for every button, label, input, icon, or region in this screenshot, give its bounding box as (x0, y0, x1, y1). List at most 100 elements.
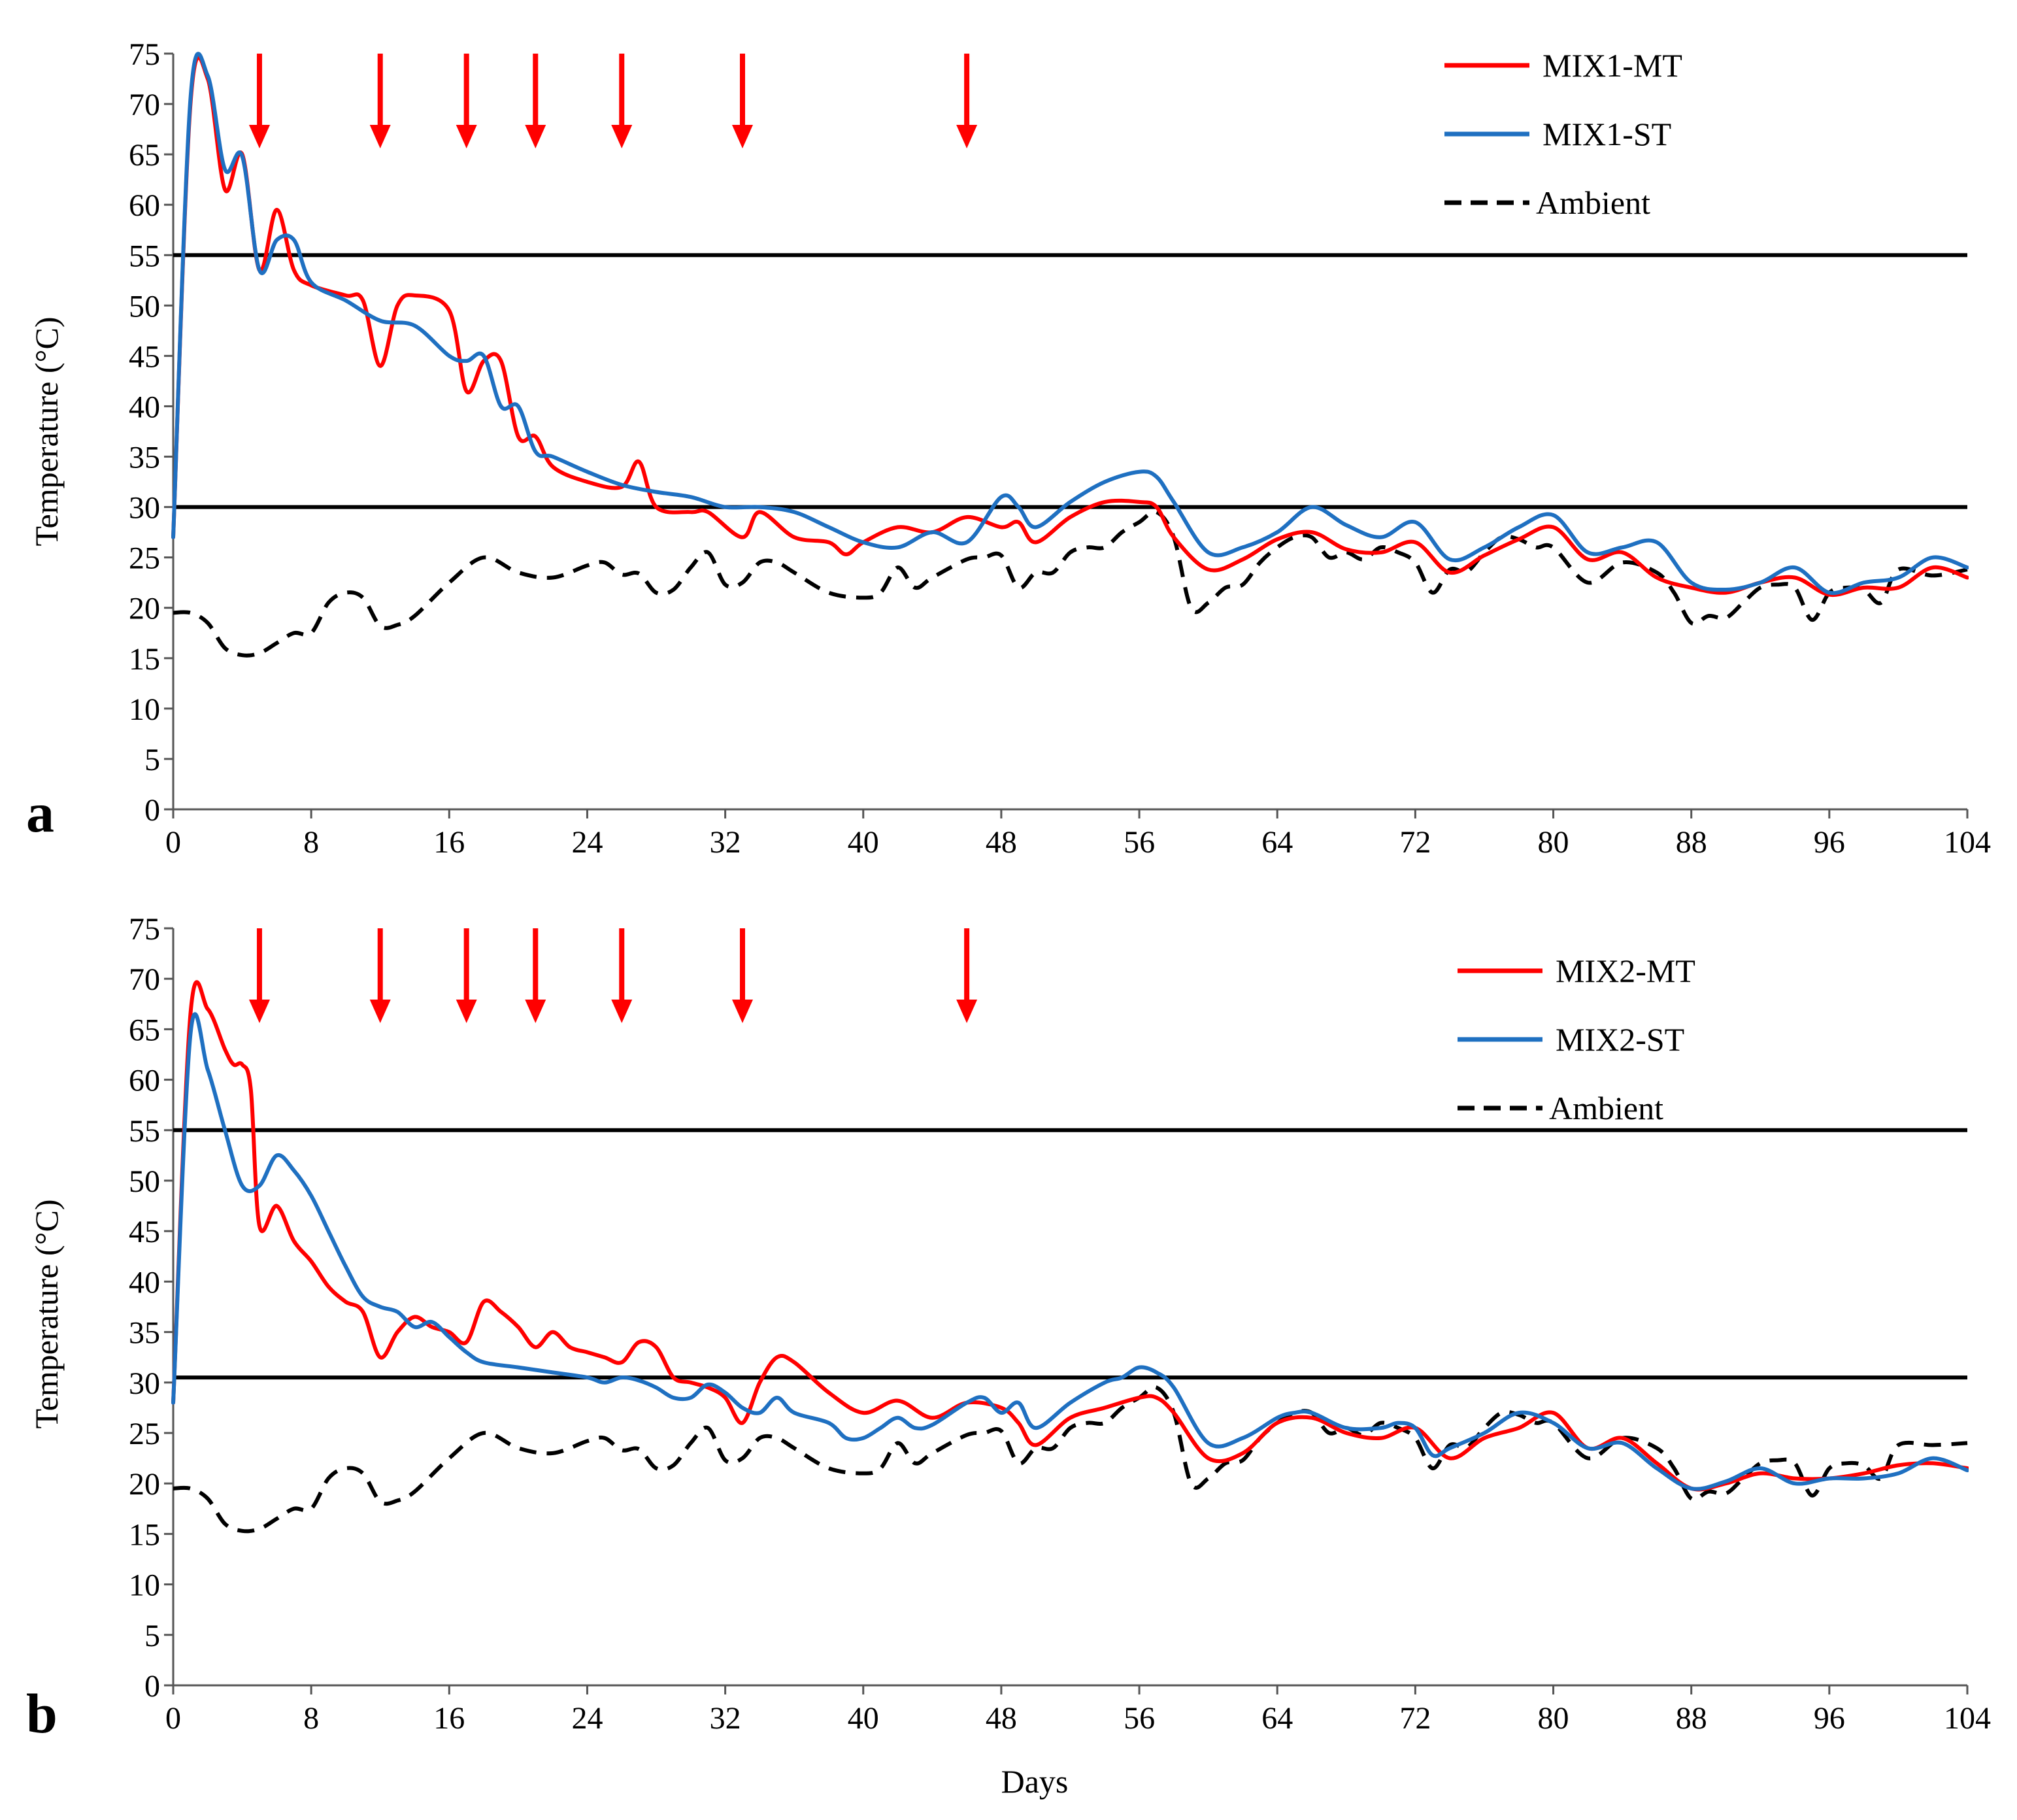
x-tick-label: 16 (433, 825, 465, 860)
y-tick-label: 75 (129, 37, 160, 72)
series-line (171, 1012, 1969, 1491)
x-tick-label: 88 (1676, 1701, 1707, 1736)
series-lines (171, 52, 1969, 658)
legend-label: MIX1-ST (1542, 116, 1671, 152)
legend-item: MIX2-MT (1458, 952, 1695, 989)
turning-arrows (248, 928, 978, 1023)
series-line (171, 52, 1969, 596)
y-tick-label: 20 (129, 1467, 160, 1502)
legend-item: MIX1-MT (1444, 47, 1682, 84)
y-tick-label: 60 (129, 188, 160, 223)
y-tick-label: 10 (129, 692, 160, 727)
axes (172, 928, 1967, 1687)
y-tick-label: 5 (144, 1619, 160, 1653)
x-tick-label: 40 (848, 1701, 879, 1736)
turning-arrow (369, 54, 391, 148)
x-tick-label: 72 (1399, 825, 1431, 860)
x-tick-label: 80 (1538, 1701, 1569, 1736)
legend: MIX1-MT MIX1-ST Ambient (1444, 47, 1682, 221)
x-tick-label: 16 (433, 1701, 465, 1736)
y-tick-label: 0 (144, 1669, 160, 1704)
turning-arrow (956, 54, 978, 148)
x-tick-label: 0 (165, 825, 181, 860)
y-tick-label: 45 (129, 1215, 160, 1249)
x-tick-label: 48 (986, 825, 1017, 860)
legend-label: MIX2-ST (1556, 1021, 1684, 1058)
x-ticks: 0 8 16 24 32 40 48 56 64 72 80 88 96 104 (165, 1685, 1991, 1736)
y-tick-label: 55 (129, 1114, 160, 1149)
legend-label: MIX2-MT (1556, 952, 1695, 989)
panel-a: a Temperature (°C) 0 5 10 15 20 25 30 35 40 45 50 5… (26, 37, 1991, 860)
y-tick-label: 55 (129, 239, 160, 273)
series-lines (171, 980, 1969, 1534)
x-tick-label: 64 (1261, 825, 1293, 860)
y-tick-label: 75 (129, 912, 160, 947)
turning-arrow (525, 54, 546, 148)
turning-arrow (956, 928, 978, 1023)
x-ticks: 0 8 16 24 32 40 48 56 64 72 80 88 96 104 (165, 809, 1991, 860)
y-axis-label: Temperature (°C) (28, 316, 65, 546)
x-tick-label: 56 (1124, 1701, 1155, 1736)
x-tick-label: 8 (303, 825, 319, 860)
legend-item: MIX1-ST (1444, 116, 1671, 152)
legend: MIX2-MT MIX2-ST Ambient (1458, 952, 1695, 1126)
turning-arrow (248, 54, 270, 148)
legend-label: Ambient (1549, 1090, 1663, 1126)
y-tick-label: 30 (129, 1366, 160, 1401)
x-tick-label: 104 (1944, 825, 1991, 860)
x-tick-label: 88 (1676, 825, 1707, 860)
turning-arrow (456, 928, 477, 1023)
legend-item: MIX2-ST (1458, 1021, 1684, 1058)
y-tick-label: 50 (129, 1164, 160, 1199)
series-line (173, 1385, 1968, 1534)
y-tick-label: 15 (129, 1517, 160, 1552)
x-tick-label: 24 (571, 1701, 603, 1736)
legend-label: Ambient (1536, 184, 1650, 221)
x-tick-label: 48 (986, 1701, 1017, 1736)
x-tick-label: 0 (165, 1701, 181, 1736)
turning-arrows (248, 54, 978, 148)
turning-arrow (732, 54, 754, 148)
y-ticks: 0 5 10 15 20 25 30 35 40 45 50 55 60 65 70 75 (129, 37, 173, 828)
y-tick-label: 25 (129, 1417, 160, 1451)
y-tick-label: 35 (129, 441, 160, 475)
series-line (173, 509, 1968, 658)
y-tick-label: 40 (129, 1265, 160, 1300)
turning-arrow (611, 54, 633, 148)
legend-item: Ambient (1458, 1090, 1663, 1126)
x-tick-label: 80 (1538, 825, 1569, 860)
reference-lines (173, 1128, 1967, 1380)
y-tick-label: 35 (129, 1316, 160, 1351)
y-tick-label: 70 (129, 88, 160, 122)
y-tick-label: 5 (144, 743, 160, 777)
y-tick-label: 40 (129, 390, 160, 424)
y-tick-label: 50 (129, 289, 160, 324)
y-ticks: 0 5 10 15 20 25 30 35 40 45 50 55 60 65 70 75 (129, 912, 173, 1704)
y-tick-label: 65 (129, 138, 160, 173)
turning-arrow (369, 928, 391, 1023)
x-tick-label: 56 (1124, 825, 1155, 860)
y-tick-label: 25 (129, 541, 160, 576)
turning-arrow (525, 928, 546, 1023)
y-tick-label: 70 (129, 962, 160, 997)
y-tick-label: 15 (129, 642, 160, 677)
x-tick-label: 8 (303, 1701, 319, 1736)
turning-arrow (611, 928, 633, 1023)
legend-label: MIX1-MT (1542, 47, 1682, 84)
panel-label: a (26, 781, 54, 844)
y-tick-label: 0 (144, 793, 160, 828)
x-axis-label: Days (1001, 1763, 1069, 1800)
turning-arrow (732, 928, 754, 1023)
x-tick-label: 72 (1399, 1701, 1431, 1736)
x-tick-label: 96 (1814, 1701, 1845, 1736)
reference-lines (173, 253, 1967, 509)
turning-arrow (248, 928, 270, 1023)
series-line (171, 980, 1969, 1492)
x-tick-label: 104 (1944, 1701, 1991, 1736)
x-tick-label: 40 (848, 825, 879, 860)
panel-b: b Temperature (°C) Days 0 5 10 15 20 25 30 35 40… (26, 912, 1991, 1800)
y-tick-label: 30 (129, 491, 160, 526)
x-tick-label: 24 (571, 825, 603, 860)
y-tick-label: 20 (129, 592, 160, 626)
